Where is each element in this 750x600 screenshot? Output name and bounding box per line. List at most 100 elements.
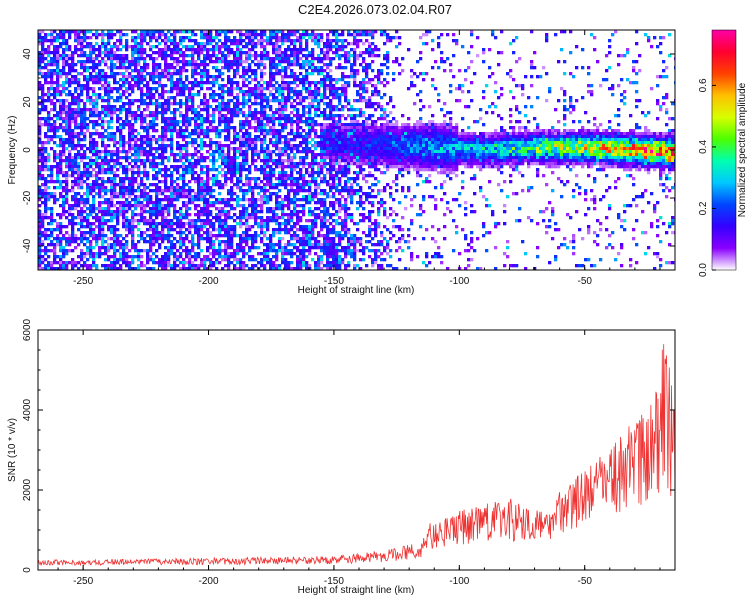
- spectrogram-cell: [152, 213, 156, 217]
- spectrogram-cell: [173, 108, 177, 112]
- spectrogram-cell: [287, 174, 291, 178]
- spectrogram-cell: [92, 69, 96, 73]
- spectrogram-cell: [233, 51, 237, 55]
- spectrogram-cell: [68, 123, 72, 127]
- spectrogram-cell: [218, 156, 222, 160]
- spectrogram-cell: [176, 159, 180, 163]
- spectrogram-cell: [134, 99, 138, 103]
- spectrogram-cell: [197, 240, 201, 244]
- spectrogram-cell: [152, 165, 156, 169]
- spectrogram-cell: [209, 87, 213, 91]
- spectrogram-cell: [182, 249, 186, 253]
- spectrogram-cell: [200, 102, 204, 106]
- spectrogram-cell: [62, 210, 66, 214]
- spectrogram-cell: [80, 183, 84, 187]
- spectrogram-cell: [191, 234, 195, 238]
- spectrogram-cell: [242, 165, 246, 169]
- spectrogram-cell: [269, 198, 273, 202]
- spectrogram-cell: [80, 39, 84, 43]
- spectrogram-cell: [305, 75, 309, 79]
- spectrogram-cell: [140, 264, 144, 268]
- spectrogram-cell: [299, 90, 303, 94]
- spectrogram-cell: [74, 168, 78, 172]
- spectrogram-cell: [119, 243, 123, 247]
- spectrogram-cell: [155, 231, 159, 235]
- spectrogram-cell: [245, 192, 249, 196]
- spectrogram-cell: [248, 48, 252, 52]
- spectrogram-cell: [74, 87, 78, 91]
- spectrogram-cell: [170, 252, 174, 256]
- spectrogram-cell: [200, 72, 204, 76]
- spectrogram-cell: [305, 87, 309, 91]
- spectrogram-cell: [209, 189, 213, 193]
- spectrogram-cell: [161, 135, 165, 139]
- spectrogram-cell: [89, 144, 93, 148]
- spectrogram-cell: [296, 150, 300, 154]
- spectrogram-cell: [98, 87, 102, 91]
- spectrogram-cell: [173, 153, 177, 157]
- spectrogram-cell: [155, 228, 159, 232]
- spectrogram-cell: [269, 168, 273, 172]
- spectrogram-cell: [182, 39, 186, 43]
- spectrogram-cell: [272, 171, 276, 175]
- spectrogram-cell: [143, 120, 147, 124]
- spectrogram-cell: [77, 153, 81, 157]
- spectrogram-cell: [92, 159, 96, 163]
- spectrogram-cell: [215, 219, 219, 223]
- spectrogram-cell: [188, 132, 192, 136]
- spectrogram-cell: [239, 129, 243, 133]
- spectrogram-cell: [95, 174, 99, 178]
- spectrogram-cell: [215, 207, 219, 211]
- spectrogram-cell: [167, 102, 171, 106]
- spectrogram-cell: [242, 246, 246, 250]
- spectrogram-cell: [203, 180, 207, 184]
- spectrogram-cell: [236, 261, 240, 265]
- spectrogram-cell: [50, 231, 54, 235]
- spectrogram-cell: [65, 183, 69, 187]
- spectrogram-cell: [185, 45, 189, 49]
- spectrogram-cell: [140, 237, 144, 241]
- spectrogram-cell: [239, 144, 243, 148]
- spectrogram-cell: [188, 36, 192, 40]
- spectrogram-cell: [257, 120, 261, 124]
- spectrogram-cell: [149, 111, 153, 115]
- spectrogram-cell: [233, 75, 237, 79]
- spectrogram-cell: [71, 69, 75, 73]
- spectrogram-cell: [257, 138, 261, 142]
- spectrogram-cell: [209, 39, 213, 43]
- spectrogram-cell: [236, 222, 240, 226]
- spectrogram-cell: [179, 231, 183, 235]
- spectrogram-cell: [191, 30, 195, 34]
- spectrogram-cell: [65, 126, 69, 130]
- spectrogram-cell: [140, 36, 144, 40]
- spectrogram-cell: [200, 99, 204, 103]
- spectrogram-cell: [206, 192, 210, 196]
- spectrogram-cell: [200, 198, 204, 202]
- spectrogram-cell: [290, 126, 294, 130]
- spectrogram-cell: [185, 183, 189, 187]
- spectrogram-cell: [164, 66, 168, 70]
- spectrogram-cell: [65, 162, 69, 166]
- spectrogram-cell: [182, 231, 186, 235]
- spectrogram-cell: [233, 141, 237, 145]
- spectrogram-cell: [173, 123, 177, 127]
- spectrogram-cell: [56, 63, 60, 67]
- spectrogram-cell: [242, 210, 246, 214]
- spectrogram-cell: [290, 210, 294, 214]
- spectrogram-cell: [296, 36, 300, 40]
- spectrogram-cell: [74, 162, 78, 166]
- spectrogram-cell: [149, 126, 153, 130]
- spectrogram-cell: [269, 105, 273, 109]
- spectrogram-cell: [197, 189, 201, 193]
- spectrogram-cell: [164, 90, 168, 94]
- spectrogram-cell: [296, 219, 300, 223]
- spectrogram-cell: [197, 246, 201, 250]
- spectrogram-cell: [167, 210, 171, 214]
- spectrogram-cell: [98, 162, 102, 166]
- spectrogram-cell: [71, 249, 75, 253]
- spectrogram-cell: [50, 102, 54, 106]
- spectrogram-cell: [191, 57, 195, 61]
- spectrogram-cell: [56, 144, 60, 148]
- spectrogram-cell: [41, 105, 45, 109]
- spectrogram-cell: [203, 129, 207, 133]
